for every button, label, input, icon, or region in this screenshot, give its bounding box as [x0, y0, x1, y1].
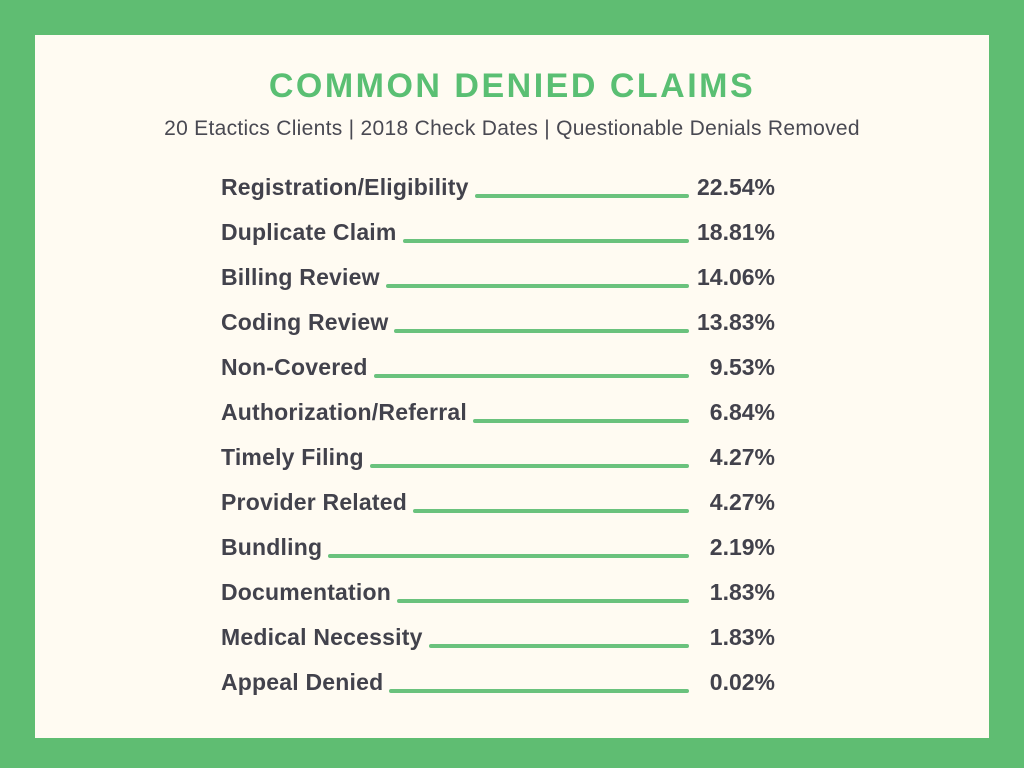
leader-line: [474, 193, 689, 198]
infographic-card: COMMON DENIED CLAIMS 20 Etactics Clients…: [35, 35, 989, 738]
claim-value: 14.06%: [696, 264, 775, 290]
claim-row: Authorization/Referral 6.84%: [221, 390, 775, 435]
claim-label: Authorization/Referral: [221, 399, 467, 425]
claim-value: 1.83%: [709, 624, 775, 650]
leader-line: [428, 643, 689, 648]
claim-label: Registration/Eligibility: [221, 174, 469, 200]
leader-line: [389, 688, 689, 693]
leader-line: [369, 463, 689, 468]
claim-value: 0.02%: [709, 669, 775, 695]
claim-row: Timely Filing 4.27%: [221, 435, 775, 480]
claim-row: Appeal Denied 0.02%: [221, 660, 775, 705]
page-subtitle: 20 Etactics Clients | 2018 Check Dates |…: [164, 117, 860, 141]
claim-row: Coding Review 13.83%: [221, 300, 775, 345]
claim-value: 4.27%: [709, 444, 775, 470]
claim-row: Medical Necessity 1.83%: [221, 615, 775, 660]
claim-label: Bundling: [221, 534, 323, 560]
claim-value: 18.81%: [696, 219, 775, 245]
leader-line: [328, 553, 689, 558]
claim-row: Registration/Eligibility 22.54%: [221, 165, 775, 210]
claim-value: 2.19%: [709, 534, 775, 560]
leader-line: [385, 283, 689, 288]
leader-line: [373, 373, 689, 378]
claim-value: 13.83%: [696, 309, 775, 335]
claim-label: Coding Review: [221, 309, 389, 335]
leader-line: [397, 598, 689, 603]
leader-line: [394, 328, 689, 333]
claim-row: Documentation 1.83%: [221, 570, 775, 615]
claim-label: Non-Covered: [221, 354, 368, 380]
claim-value: 9.53%: [709, 354, 775, 380]
claim-label: Billing Review: [221, 264, 380, 290]
claim-label: Provider Related: [221, 489, 407, 515]
claim-label: Duplicate Claim: [221, 219, 397, 245]
claim-row: Provider Related 4.27%: [221, 480, 775, 525]
claim-row: Bundling 2.19%: [221, 525, 775, 570]
page-title: COMMON DENIED CLAIMS: [268, 67, 756, 105]
claim-label: Timely Filing: [221, 444, 364, 470]
claims-list: Registration/Eligibility 22.54% Duplicate …: [221, 165, 775, 705]
claim-value: 4.27%: [709, 489, 775, 515]
claim-label: Appeal Denied: [221, 669, 384, 695]
claim-value: 1.83%: [709, 579, 775, 605]
claim-row: Duplicate Claim 18.81%: [221, 210, 775, 255]
claim-row: Non-Covered 9.53%: [221, 345, 775, 390]
leader-line: [472, 418, 689, 423]
claim-value: 6.84%: [709, 399, 775, 425]
claim-row: Billing Review 14.06%: [221, 255, 775, 300]
claim-value: 22.54%: [696, 174, 775, 200]
leader-line: [413, 508, 689, 513]
claim-label: Medical Necessity: [221, 624, 423, 650]
claim-label: Documentation: [221, 579, 391, 605]
leader-line: [402, 238, 689, 243]
